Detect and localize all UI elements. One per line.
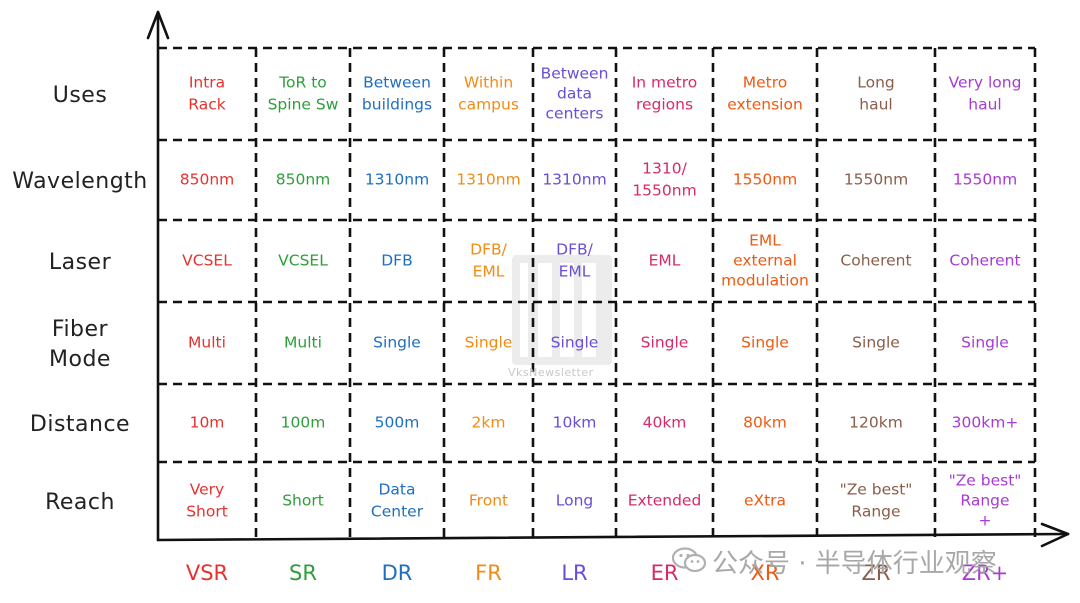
cell-zr-plus-4: 300km+ [952, 414, 1019, 432]
cell-sr-4: 100m [281, 414, 326, 432]
cell-er-0: In metro regions [632, 74, 698, 114]
cell-dr-2: DFB [381, 252, 412, 270]
column-code-fr: FR [475, 561, 502, 585]
column-code-zr-plus: ZR+ [962, 561, 1009, 585]
cell-vsr-5: Very Short [186, 481, 228, 521]
x-axis [156, 532, 1070, 542]
column-codes: VSR SR DR FR LR ER XR ZR ZR+ [186, 561, 1008, 585]
cell-lr-3: Single [551, 334, 599, 352]
column-code-er: ER [651, 561, 679, 585]
cell-xr-4: 80km [743, 414, 787, 432]
row-label-fiber-mode: Fiber Mode [49, 317, 111, 372]
wechat-icon [672, 547, 706, 573]
cell-zr-2: Coherent [840, 252, 911, 270]
cell-zr-plus-2: Coherent [949, 252, 1020, 270]
cell-er-5: Extended [628, 492, 702, 510]
cell-vsr-2: VCSEL [182, 252, 232, 270]
cell-sr-2: VCSEL [278, 252, 328, 270]
cell-zr-plus-3: Single [961, 334, 1009, 352]
row-label-distance: Distance [30, 412, 130, 437]
cell-er-4: 40km [643, 414, 687, 432]
row-labels: Uses Wavelength Laser Fiber Mode Distance Reac… [12, 83, 148, 515]
column-code-lr: LR [561, 561, 587, 585]
y-axis-arrow [146, 10, 170, 40]
column-code-xr: XR [751, 561, 780, 585]
x-axis-arrow [1040, 522, 1070, 548]
table-grid [158, 46, 1037, 540]
cell-zr-5: "Ze best" Range [840, 481, 913, 521]
column-code-zr: ZR [862, 561, 891, 585]
cell-dr-1: 1310nm [365, 171, 429, 189]
cell-xr-1: 1550nm [733, 171, 797, 189]
cell-lr-4: 10km [553, 414, 597, 432]
cell-sr-3: Multi [284, 334, 322, 352]
cell-sr-1: 850nm [276, 171, 331, 189]
row-label-laser: Laser [49, 250, 112, 275]
cell-fr-1: 1310nm [456, 171, 520, 189]
row-label-uses: Uses [53, 83, 108, 108]
cell-zr-1: 1550nm [844, 171, 908, 189]
cell-xr-2: EML external modulation [721, 232, 809, 290]
source-text: 公众号 · 半导体行业观察 [712, 549, 997, 579]
cell-xr-0: Metro extension [727, 74, 803, 114]
watermark-text: VksNewsletter [508, 366, 594, 379]
cell-dr-4: 500m [375, 414, 420, 432]
cell-zr-plus-0: Very long haul [949, 74, 1022, 114]
cell-zr-plus-1: 1550nm [953, 171, 1017, 189]
cell-dr-0: Between buildings [362, 74, 432, 114]
cell-sr-0: ToR to Spine Sw [268, 74, 339, 114]
cell-fr-4: 2km [472, 414, 506, 432]
cell-er-3: Single [641, 334, 689, 352]
cell-zr-0: Long haul [857, 74, 895, 114]
cell-vsr-0: Intra Rack [188, 74, 225, 114]
cell-lr-2: DFB/EML [556, 241, 593, 281]
column-code-sr: SR [289, 561, 317, 585]
cell-lr-5: Long [556, 492, 594, 510]
column-code-dr: DR [382, 561, 413, 585]
cell-fr-2: DFB/EML [470, 241, 507, 281]
cell-xr-3: Single [741, 334, 789, 352]
cell-zr-3: Single [852, 334, 900, 352]
cell-zr-plus-5: "Ze best" Range + [949, 472, 1022, 530]
cell-fr-0: Within campus [458, 74, 519, 114]
cell-fr-5: Front [469, 492, 508, 510]
cell-fr-3: Single [465, 334, 513, 352]
cell-er-1: 1310/1550nm [632, 160, 696, 200]
cell-xr-5: eXtra [744, 492, 786, 510]
cell-dr-3: Single [373, 334, 421, 352]
cell-lr-0: Between data centers [541, 65, 609, 123]
watermark-film-logo [512, 255, 612, 365]
cell-lr-1: 1310nm [542, 171, 606, 189]
cell-dr-5: Data Center [371, 481, 424, 521]
column-code-vsr: VSR [186, 561, 228, 585]
cell-sr-5: Short [282, 492, 324, 510]
cell-vsr-3: Multi [188, 334, 226, 352]
row-label-wavelength: Wavelength [12, 169, 148, 194]
cell-vsr-4: 10m [190, 414, 225, 432]
axes [146, 10, 1070, 548]
cell-vsr-1: 850nm [180, 171, 235, 189]
cell-zr-4: 120km [849, 414, 903, 432]
table-cells: Intra Rack 850nm VCSEL Multi 10m Very Short ToR … [180, 65, 1022, 530]
cell-er-2: EML [649, 252, 681, 270]
row-label-reach: Reach [45, 490, 115, 515]
